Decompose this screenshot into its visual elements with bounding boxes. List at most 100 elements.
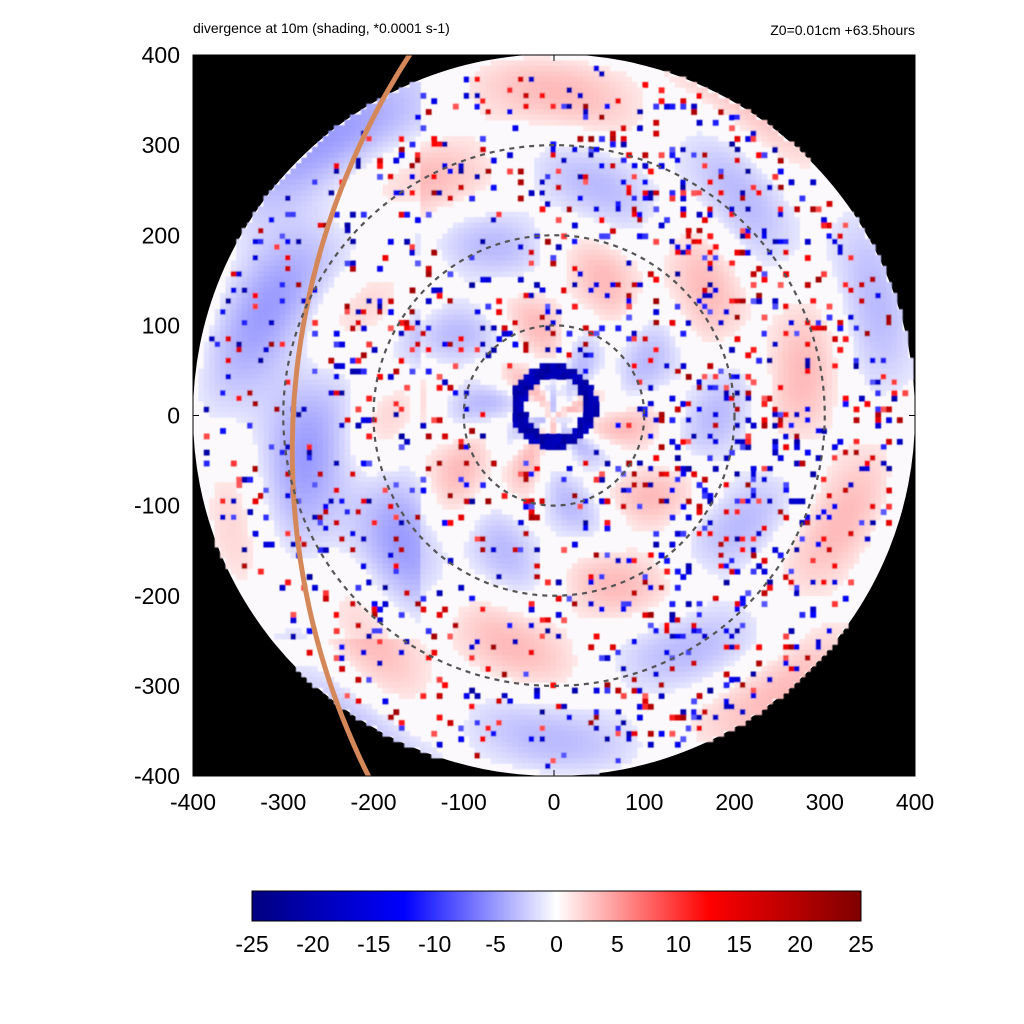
divergence-cell [398, 184, 405, 191]
divergence-cell [431, 163, 438, 169]
divergence-cell [821, 411, 827, 418]
divergence-cell [810, 357, 817, 364]
divergence-cell [832, 336, 838, 342]
divergence-cell [734, 195, 741, 202]
divergence-cell [702, 287, 708, 294]
divergence-cell [366, 298, 373, 305]
divergence-cell [415, 341, 421, 348]
divergence-cell [295, 249, 302, 256]
divergence-cell [469, 141, 475, 148]
divergence-cell [333, 341, 340, 348]
divergence-cell [756, 168, 762, 175]
divergence-cell [279, 211, 286, 218]
divergence-cell [404, 103, 410, 110]
divergence-cell [404, 190, 410, 196]
divergence-cell [718, 109, 725, 115]
divergence-cell [485, 330, 492, 337]
divergence-cell [896, 325, 903, 332]
divergence-cell [891, 352, 898, 359]
divergence-cell [842, 265, 849, 272]
divergence-cell [734, 314, 741, 321]
divergence-cell [691, 265, 697, 272]
divergence-cell [409, 103, 416, 110]
divergence-cell [469, 233, 475, 240]
divergence-cell [452, 352, 459, 359]
divergence-cell [534, 157, 540, 164]
divergence-cell [425, 347, 432, 353]
divergence-cell [263, 368, 270, 375]
divergence-cell [469, 163, 475, 169]
divergence-cell [550, 87, 557, 94]
divergence-cell [761, 119, 768, 126]
divergence-cell [393, 184, 400, 191]
divergence-cell [588, 195, 595, 202]
divergence-cell [864, 325, 871, 332]
divergence-cell [545, 411, 551, 418]
divergence-cell [593, 146, 600, 153]
divergence-cell [523, 114, 530, 121]
divergence-cell [490, 238, 497, 245]
divergence-cell [718, 417, 725, 424]
divergence-cell [593, 428, 600, 434]
divergence-cell [777, 206, 784, 213]
divergence-cell [582, 65, 589, 72]
divergence-cell [312, 309, 318, 315]
divergence-cell [447, 357, 454, 364]
divergence-cell [415, 157, 421, 164]
divergence-cell [794, 157, 800, 164]
divergence-cell [274, 249, 280, 256]
divergence-cell [328, 444, 335, 451]
divergence-cell [360, 287, 367, 294]
divergence-cell [685, 244, 692, 251]
divergence-cell [409, 368, 416, 375]
divergence-cell [761, 206, 768, 213]
divergence-cell [214, 363, 221, 369]
divergence-cell [317, 179, 324, 186]
divergence-cell [745, 217, 752, 223]
divergence-cell [707, 384, 714, 391]
divergence-cell [610, 82, 616, 88]
divergence-cell [691, 320, 697, 326]
divergence-cell [691, 325, 697, 332]
divergence-cell [674, 238, 681, 245]
divergence-cell [306, 314, 313, 321]
divergence-cell [474, 395, 481, 402]
divergence-cell [707, 330, 714, 337]
divergence-cell [371, 298, 378, 305]
divergence-cell [821, 357, 827, 364]
divergence-cell [463, 406, 470, 413]
divergence-cell [545, 65, 551, 72]
divergence-cell [258, 244, 264, 251]
divergence-cell [452, 417, 459, 424]
divergence-cell [799, 363, 806, 369]
divergence-cell [810, 314, 817, 321]
divergence-cell [804, 401, 811, 407]
divergence-cell [458, 341, 465, 348]
divergence-cell [306, 428, 313, 434]
divergence-cell [582, 109, 589, 115]
divergence-cell [404, 395, 410, 402]
divergence-cell [788, 217, 795, 223]
divergence-cell [604, 211, 611, 218]
divergence-cell [344, 249, 351, 256]
divergence-cell [653, 433, 660, 440]
divergence-cell [599, 136, 605, 142]
divergence-cell [777, 211, 784, 218]
divergence-cell [896, 417, 903, 424]
divergence-cell [420, 152, 427, 159]
divergence-cell [864, 401, 871, 407]
divergence-cell [501, 238, 508, 245]
divergence-cell [528, 330, 535, 337]
divergence-cell [577, 71, 584, 77]
divergence-cell [463, 379, 470, 386]
divergence-cell [620, 271, 627, 278]
divergence-cell [772, 184, 779, 191]
divergence-cell [360, 368, 367, 375]
divergence-cell [398, 433, 405, 440]
divergence-cell [696, 411, 703, 418]
divergence-cell [566, 146, 573, 153]
divergence-cell [350, 455, 356, 461]
divergence-cell [290, 260, 297, 267]
divergence-cell [496, 76, 502, 83]
divergence-cell [350, 146, 356, 153]
